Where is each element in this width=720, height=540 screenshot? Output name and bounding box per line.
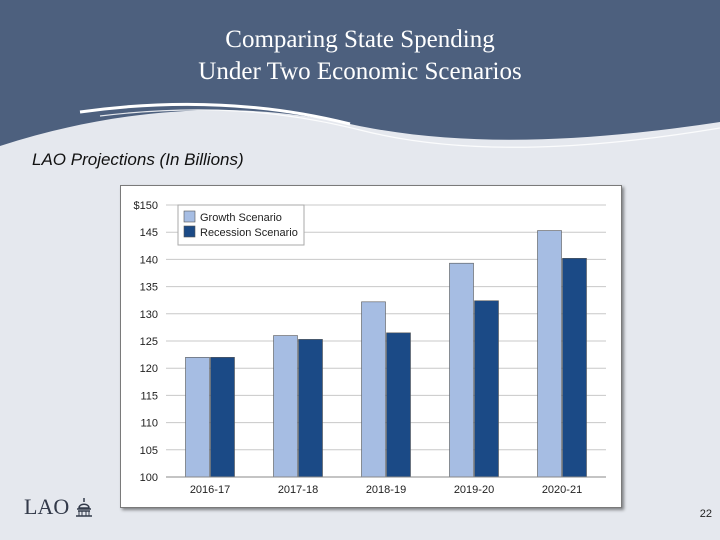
chart-panel: 100 105 110 115 120 125 130 135 140 145 $150 2016-1…: [120, 185, 622, 508]
x-tick-label: 2017-18: [278, 484, 318, 496]
header-swoosh: [0, 0, 720, 148]
y-tick-label: 105: [140, 445, 158, 457]
y-tick-label: $150: [134, 200, 158, 212]
y-tick-label: 125: [140, 336, 158, 348]
bar-growth: [185, 357, 210, 478]
y-tick-label: 145: [140, 227, 158, 239]
x-tick-label: 2016-17: [190, 484, 230, 496]
slide-header: Comparing State Spending Under Two Econo…: [0, 0, 720, 160]
title-line-2: Under Two Economic Scenarios: [198, 58, 522, 85]
x-tick-label: 2019-20: [454, 484, 494, 496]
x-tick-label: 2020-21: [542, 484, 582, 496]
y-tick-label: 100: [140, 472, 158, 484]
bar-chart: 100 105 110 115 120 125 130 135 140 145 $150 2016-1…: [134, 200, 606, 496]
capitol-dome-icon: [76, 498, 92, 517]
legend-swatch-growth: [183, 210, 196, 223]
y-tick-label: 135: [140, 282, 158, 294]
legend-label: Growth Scenario: [200, 212, 282, 224]
x-tick-label: 2018-19: [366, 484, 406, 496]
bar-recession: [474, 300, 499, 478]
page-title: Comparing State Spending Under Two Econo…: [0, 24, 720, 88]
bar-growth: [273, 335, 298, 478]
legend-box: [177, 204, 305, 246]
title-line-1: Comparing State Spending: [225, 26, 495, 53]
bar-recession: [298, 339, 323, 478]
bar-growth: [537, 230, 562, 478]
lao-logo-text: LAO: [24, 494, 70, 519]
y-tick-label: 140: [140, 254, 158, 266]
bar-growth: [361, 301, 386, 478]
y-tick-label: 120: [140, 363, 158, 375]
y-tick-label: 115: [140, 390, 158, 402]
bar-recession: [562, 258, 587, 478]
bar-recession: [210, 357, 235, 478]
chart-subtitle: LAO Projections (In Billions): [32, 150, 244, 169]
page-number: 22: [699, 508, 712, 520]
y-tick-label: 110: [140, 418, 158, 430]
bar-recession: [386, 332, 411, 478]
y-tick-label: 130: [140, 309, 158, 321]
bar-growth: [449, 262, 474, 478]
legend-swatch-recession: [183, 225, 196, 238]
legend-label: Recession Scenario: [200, 227, 298, 239]
